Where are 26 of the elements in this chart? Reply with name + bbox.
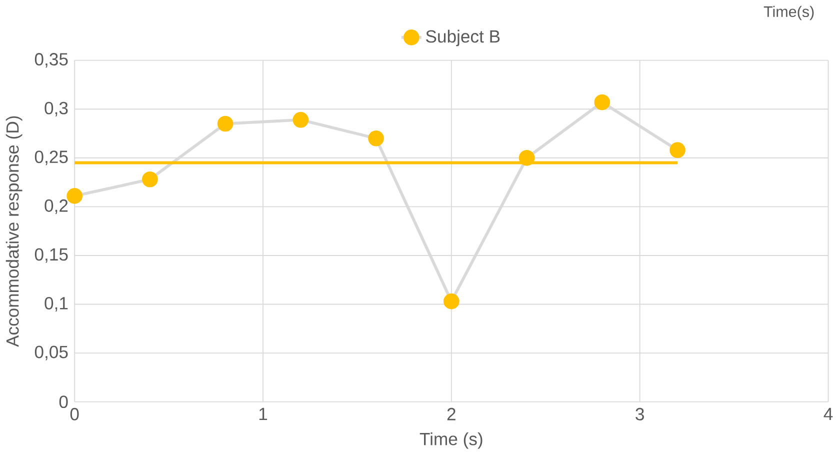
y-tick-label: 0,35 [34, 53, 68, 68]
point [443, 294, 460, 310]
x-axis-title: Time (s) [420, 432, 482, 449]
legend-label: Subject B [426, 30, 500, 46]
y-axis-title: Accommodative response (D) [6, 116, 22, 348]
point [594, 94, 610, 110]
y-tick-label: 0 [59, 396, 68, 408]
y-tick-label: 0,3 [44, 102, 68, 117]
y-tick-label: 0,1 [44, 297, 68, 312]
y-tick-label: 0,05 [34, 346, 68, 360]
y-tick-label: 0,2 [44, 200, 68, 214]
point [368, 130, 384, 146]
x-tick-label: 2 [447, 408, 456, 420]
point [217, 116, 234, 132]
x-tick-label: 1 [259, 408, 268, 420]
y-tick-label: 0,15 [34, 248, 68, 263]
point [292, 112, 309, 128]
x-tick-label: 4 [824, 408, 833, 420]
text: Time(s) [764, 6, 814, 20]
point [670, 142, 686, 158]
point [66, 188, 83, 204]
x-tick-label: 0 [70, 408, 79, 421]
point [518, 150, 535, 166]
y-tick-label: 0,25 [34, 150, 68, 166]
point [142, 172, 158, 188]
x-tick-label: 3 [636, 408, 644, 421]
